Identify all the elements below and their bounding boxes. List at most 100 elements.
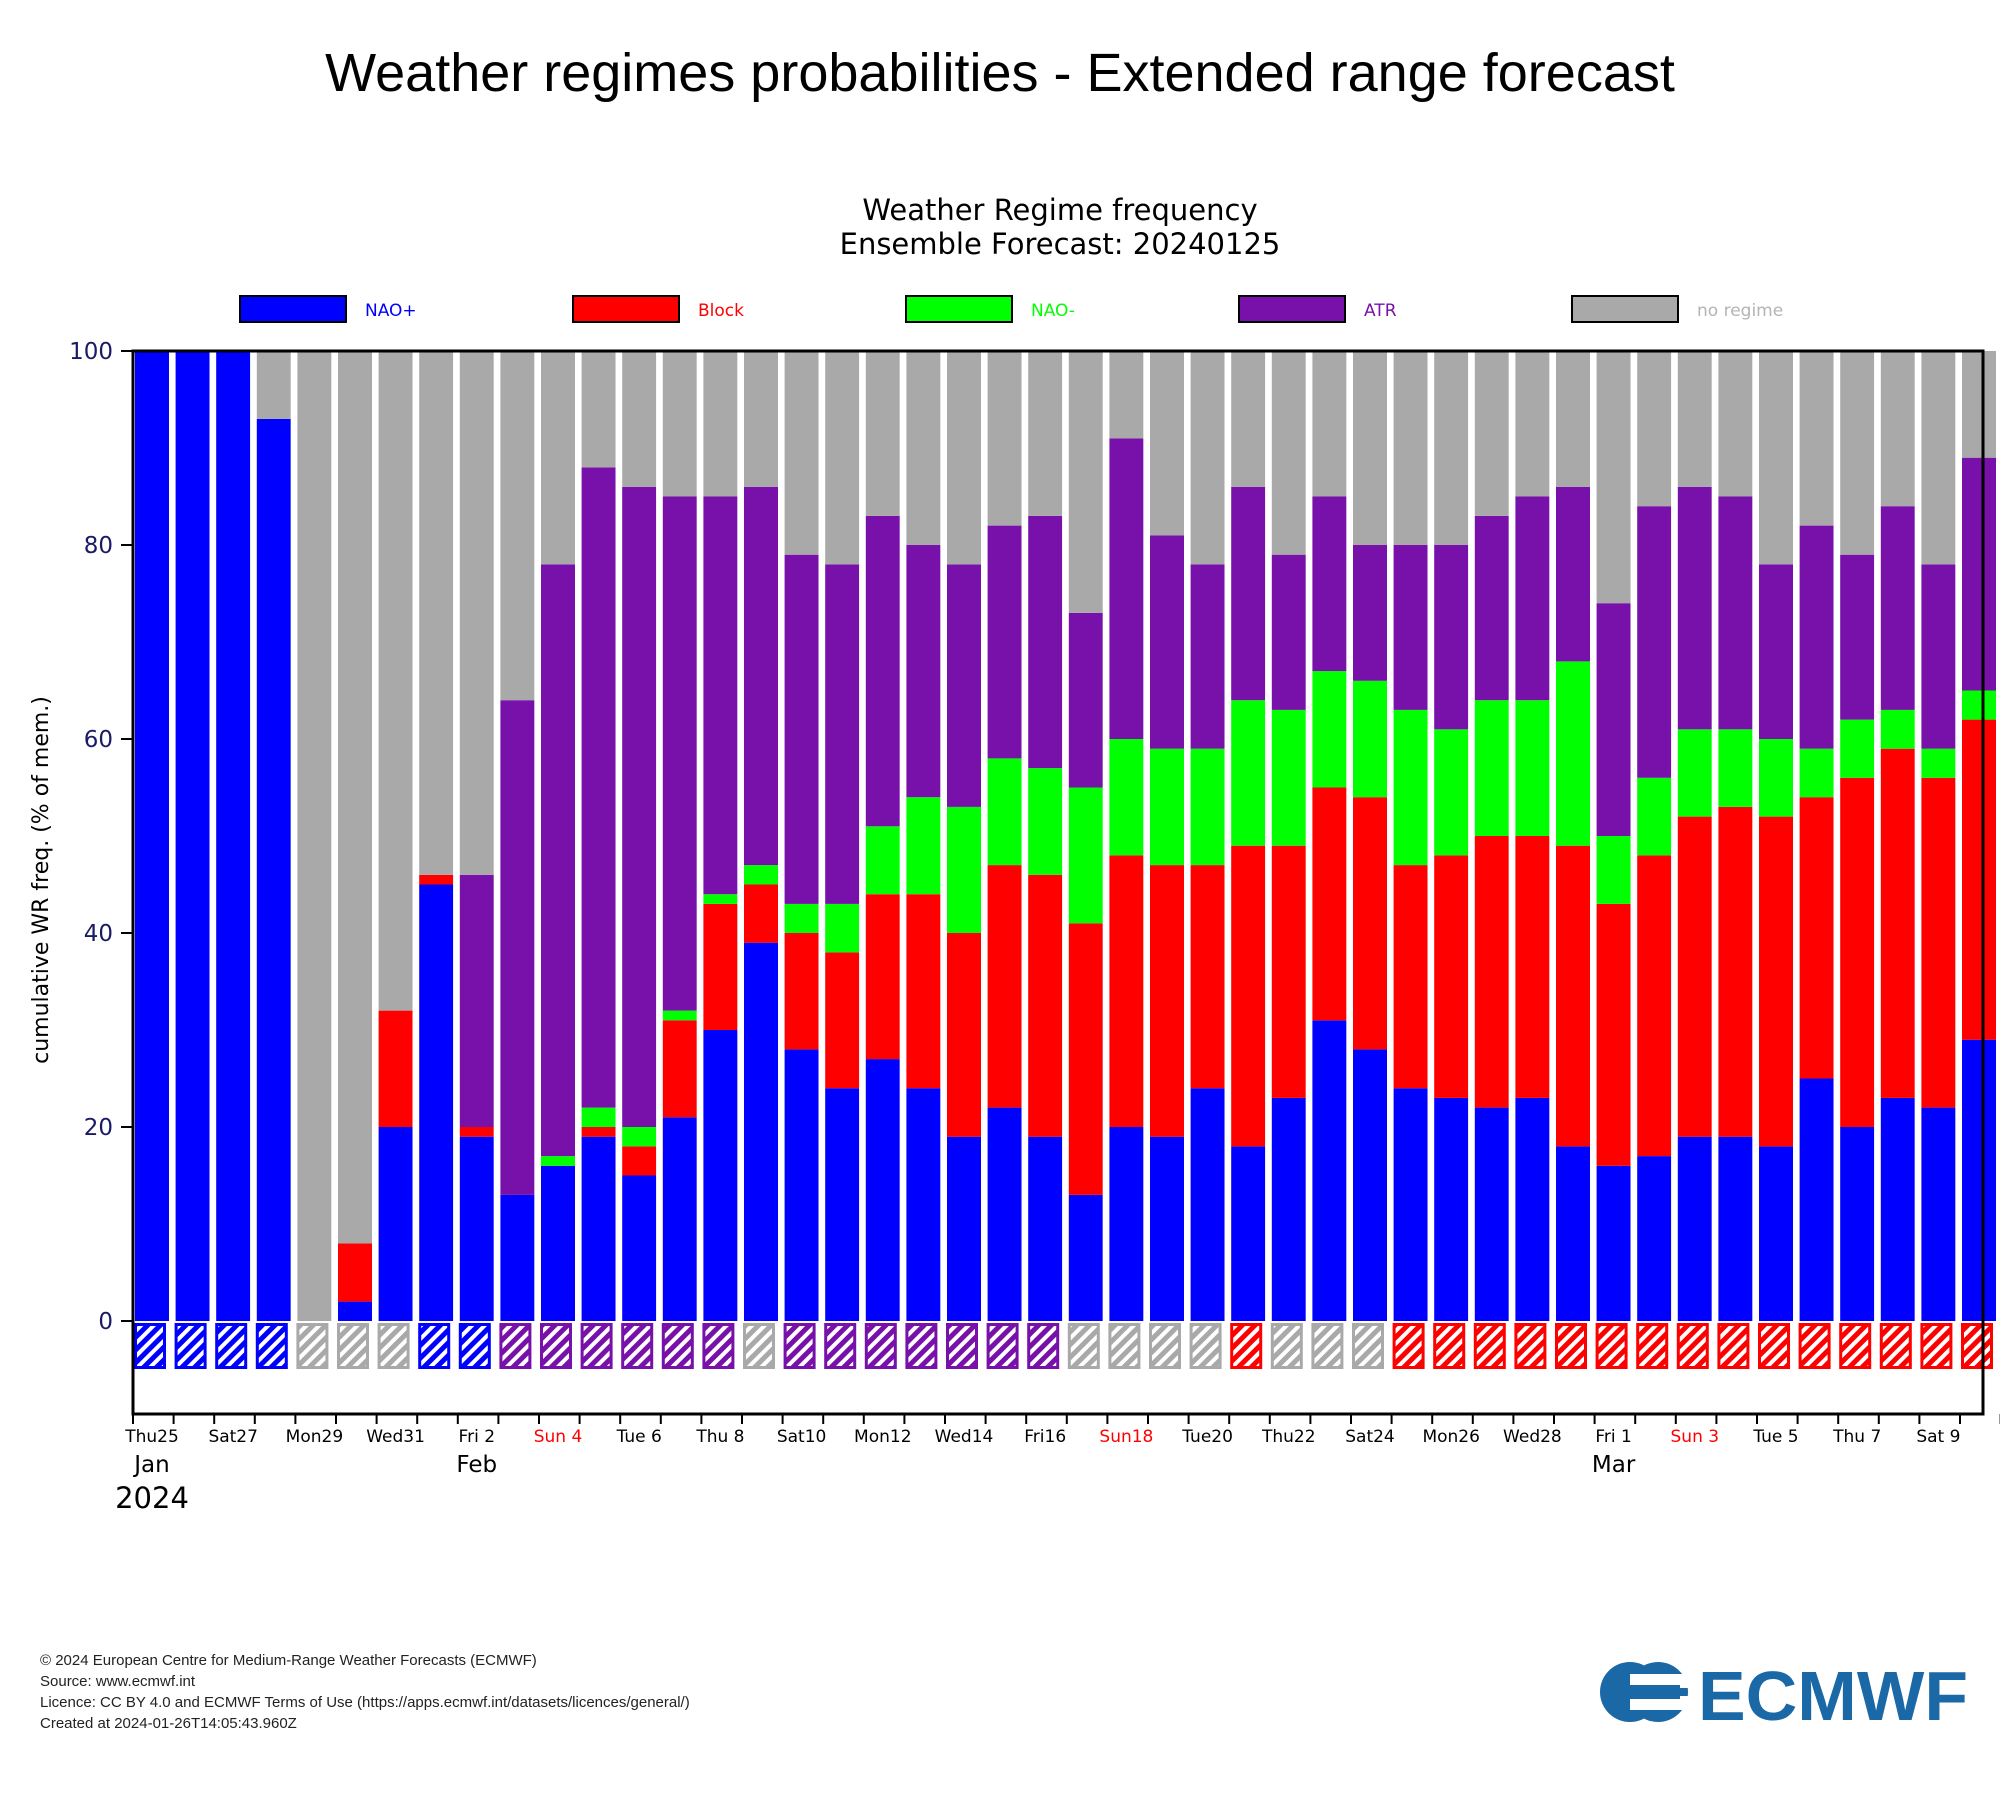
bar-segment [1759, 739, 1793, 817]
bar-segment [744, 884, 778, 943]
chart-title: Weather Regime frequency [862, 193, 1257, 227]
dominant-cell-hatch [664, 1326, 691, 1366]
x-tick-label: Sat27 [208, 1427, 258, 1447]
bar-segment [378, 1010, 413, 1127]
bar-segment [1434, 1097, 1469, 1321]
bar-segment [1109, 855, 1144, 1127]
dominant-cell-hatch [1842, 1326, 1869, 1366]
x-tick-label: Tue20 [1181, 1427, 1233, 1447]
bar-segment [662, 1020, 697, 1118]
bar-segment [662, 496, 697, 1011]
bar-segment [1880, 709, 1915, 749]
bar-segment [703, 351, 738, 497]
dominant-cell-hatch [989, 1326, 1016, 1366]
bar-segment [1474, 515, 1509, 701]
bar-segment [784, 933, 819, 1050]
bar-segment [1921, 748, 1956, 778]
bar-segment [1028, 1136, 1063, 1321]
bar-segment [1921, 777, 1956, 1108]
bar-segment [1637, 855, 1672, 1157]
legend: NAO+ Block NAO- ATR no regime [239, 295, 1783, 323]
bar-segment [1637, 506, 1672, 778]
x-tick-label: Mon26 [1422, 1427, 1479, 1447]
dominant-cell-hatch [1679, 1326, 1706, 1366]
dominant-cell-hatch [299, 1326, 326, 1366]
bar-segment [1799, 525, 1834, 749]
legend-swatch-no-regime [1571, 295, 1679, 323]
dominant-cell-hatch [1273, 1326, 1300, 1366]
bar-segment [825, 1088, 860, 1321]
bar-segment [297, 351, 332, 1321]
bar-segment [1231, 845, 1266, 1147]
legend-label: Block [698, 301, 744, 321]
legend-swatch-nao- [239, 295, 347, 323]
x-tick-label: Mon12 [854, 1427, 911, 1447]
bar-segment [906, 1088, 941, 1321]
bar-segment [1840, 719, 1875, 778]
bar-segment [581, 1127, 616, 1137]
weather-regime-chart: Weather Regime frequency Ensemble Foreca… [29, 193, 2000, 1515]
bar-segment [744, 486, 778, 866]
bar-segment [987, 1107, 1022, 1321]
bar-segment [216, 351, 251, 1321]
licence-line: Licence: CC BY 4.0 and ECMWF Terms of Us… [40, 1694, 690, 1711]
bar-segment [1759, 1146, 1793, 1321]
footer: © 2024 European Centre for Medium-Range … [40, 1650, 690, 1734]
x-tick-label: Thu25 [124, 1427, 179, 1447]
bar-segment [1190, 351, 1225, 565]
bar-segment [1515, 351, 1550, 497]
x-tick-label: Sun 4 [534, 1427, 583, 1447]
bar-segment [1474, 351, 1509, 516]
bar-segment [1190, 865, 1225, 1089]
legend-label: no regime [1697, 301, 1783, 321]
bar-segment [1312, 1020, 1347, 1321]
bar-segment [1109, 351, 1144, 439]
x-tick-label: Fri 2 [459, 1427, 495, 1447]
bar-segment [744, 351, 778, 487]
bar-segment [1637, 1156, 1672, 1321]
bar-segment [338, 1301, 372, 1321]
bar-segment [947, 806, 981, 933]
bar-segment [1880, 351, 1915, 507]
bar-segment [947, 564, 981, 807]
legend-label: NAO- [1031, 301, 1075, 321]
chart-subtitle: Ensemble Forecast: 20240125 [840, 227, 1281, 261]
x-tick-label: Wed28 [1503, 1427, 1562, 1447]
bar-segment [622, 1175, 657, 1321]
bar-segment [1271, 351, 1306, 555]
bar-segment [459, 1127, 494, 1137]
y-tick-label: 0 [98, 1309, 113, 1335]
dominant-cell-hatch [1030, 1326, 1057, 1366]
bar-segment [1962, 1039, 1996, 1321]
x-tick-label: Wed31 [366, 1427, 425, 1447]
bar-segment [1556, 845, 1590, 1147]
legend-label: NAO+ [365, 301, 417, 321]
x-tick-label: Sat24 [1345, 1427, 1395, 1447]
bar-segment [1028, 874, 1063, 1137]
dominant-cell-hatch [1395, 1326, 1422, 1366]
bar-segment [1271, 709, 1306, 846]
bar-segment [947, 1136, 981, 1321]
dominant-cell-hatch [624, 1326, 651, 1366]
bar-segment [987, 865, 1022, 1108]
page-title: Weather regimes probabilities - Extended… [325, 43, 1675, 103]
bar-segment [744, 865, 778, 885]
bar-segment [784, 1049, 819, 1321]
bar-segment [703, 1030, 738, 1321]
bar-segment [1718, 806, 1753, 1137]
bar-segment [906, 894, 941, 1089]
bar-segment [1353, 545, 1387, 681]
bar-segment [1434, 545, 1469, 730]
plot-frame [131, 349, 1985, 1416]
dominant-cell-hatch [583, 1326, 610, 1366]
dominant-cell-hatch [1436, 1326, 1463, 1366]
bar-segment [1677, 1136, 1712, 1321]
bar-segment [784, 903, 819, 933]
bar-segment [1637, 777, 1672, 856]
bar-segment [541, 1156, 575, 1166]
bar-segment [744, 942, 778, 1321]
bar-segment [1921, 1107, 1956, 1321]
dominant-cell-hatch [461, 1326, 488, 1366]
x-tick-label: Thu 8 [695, 1427, 744, 1447]
bar-segment [175, 351, 210, 1321]
